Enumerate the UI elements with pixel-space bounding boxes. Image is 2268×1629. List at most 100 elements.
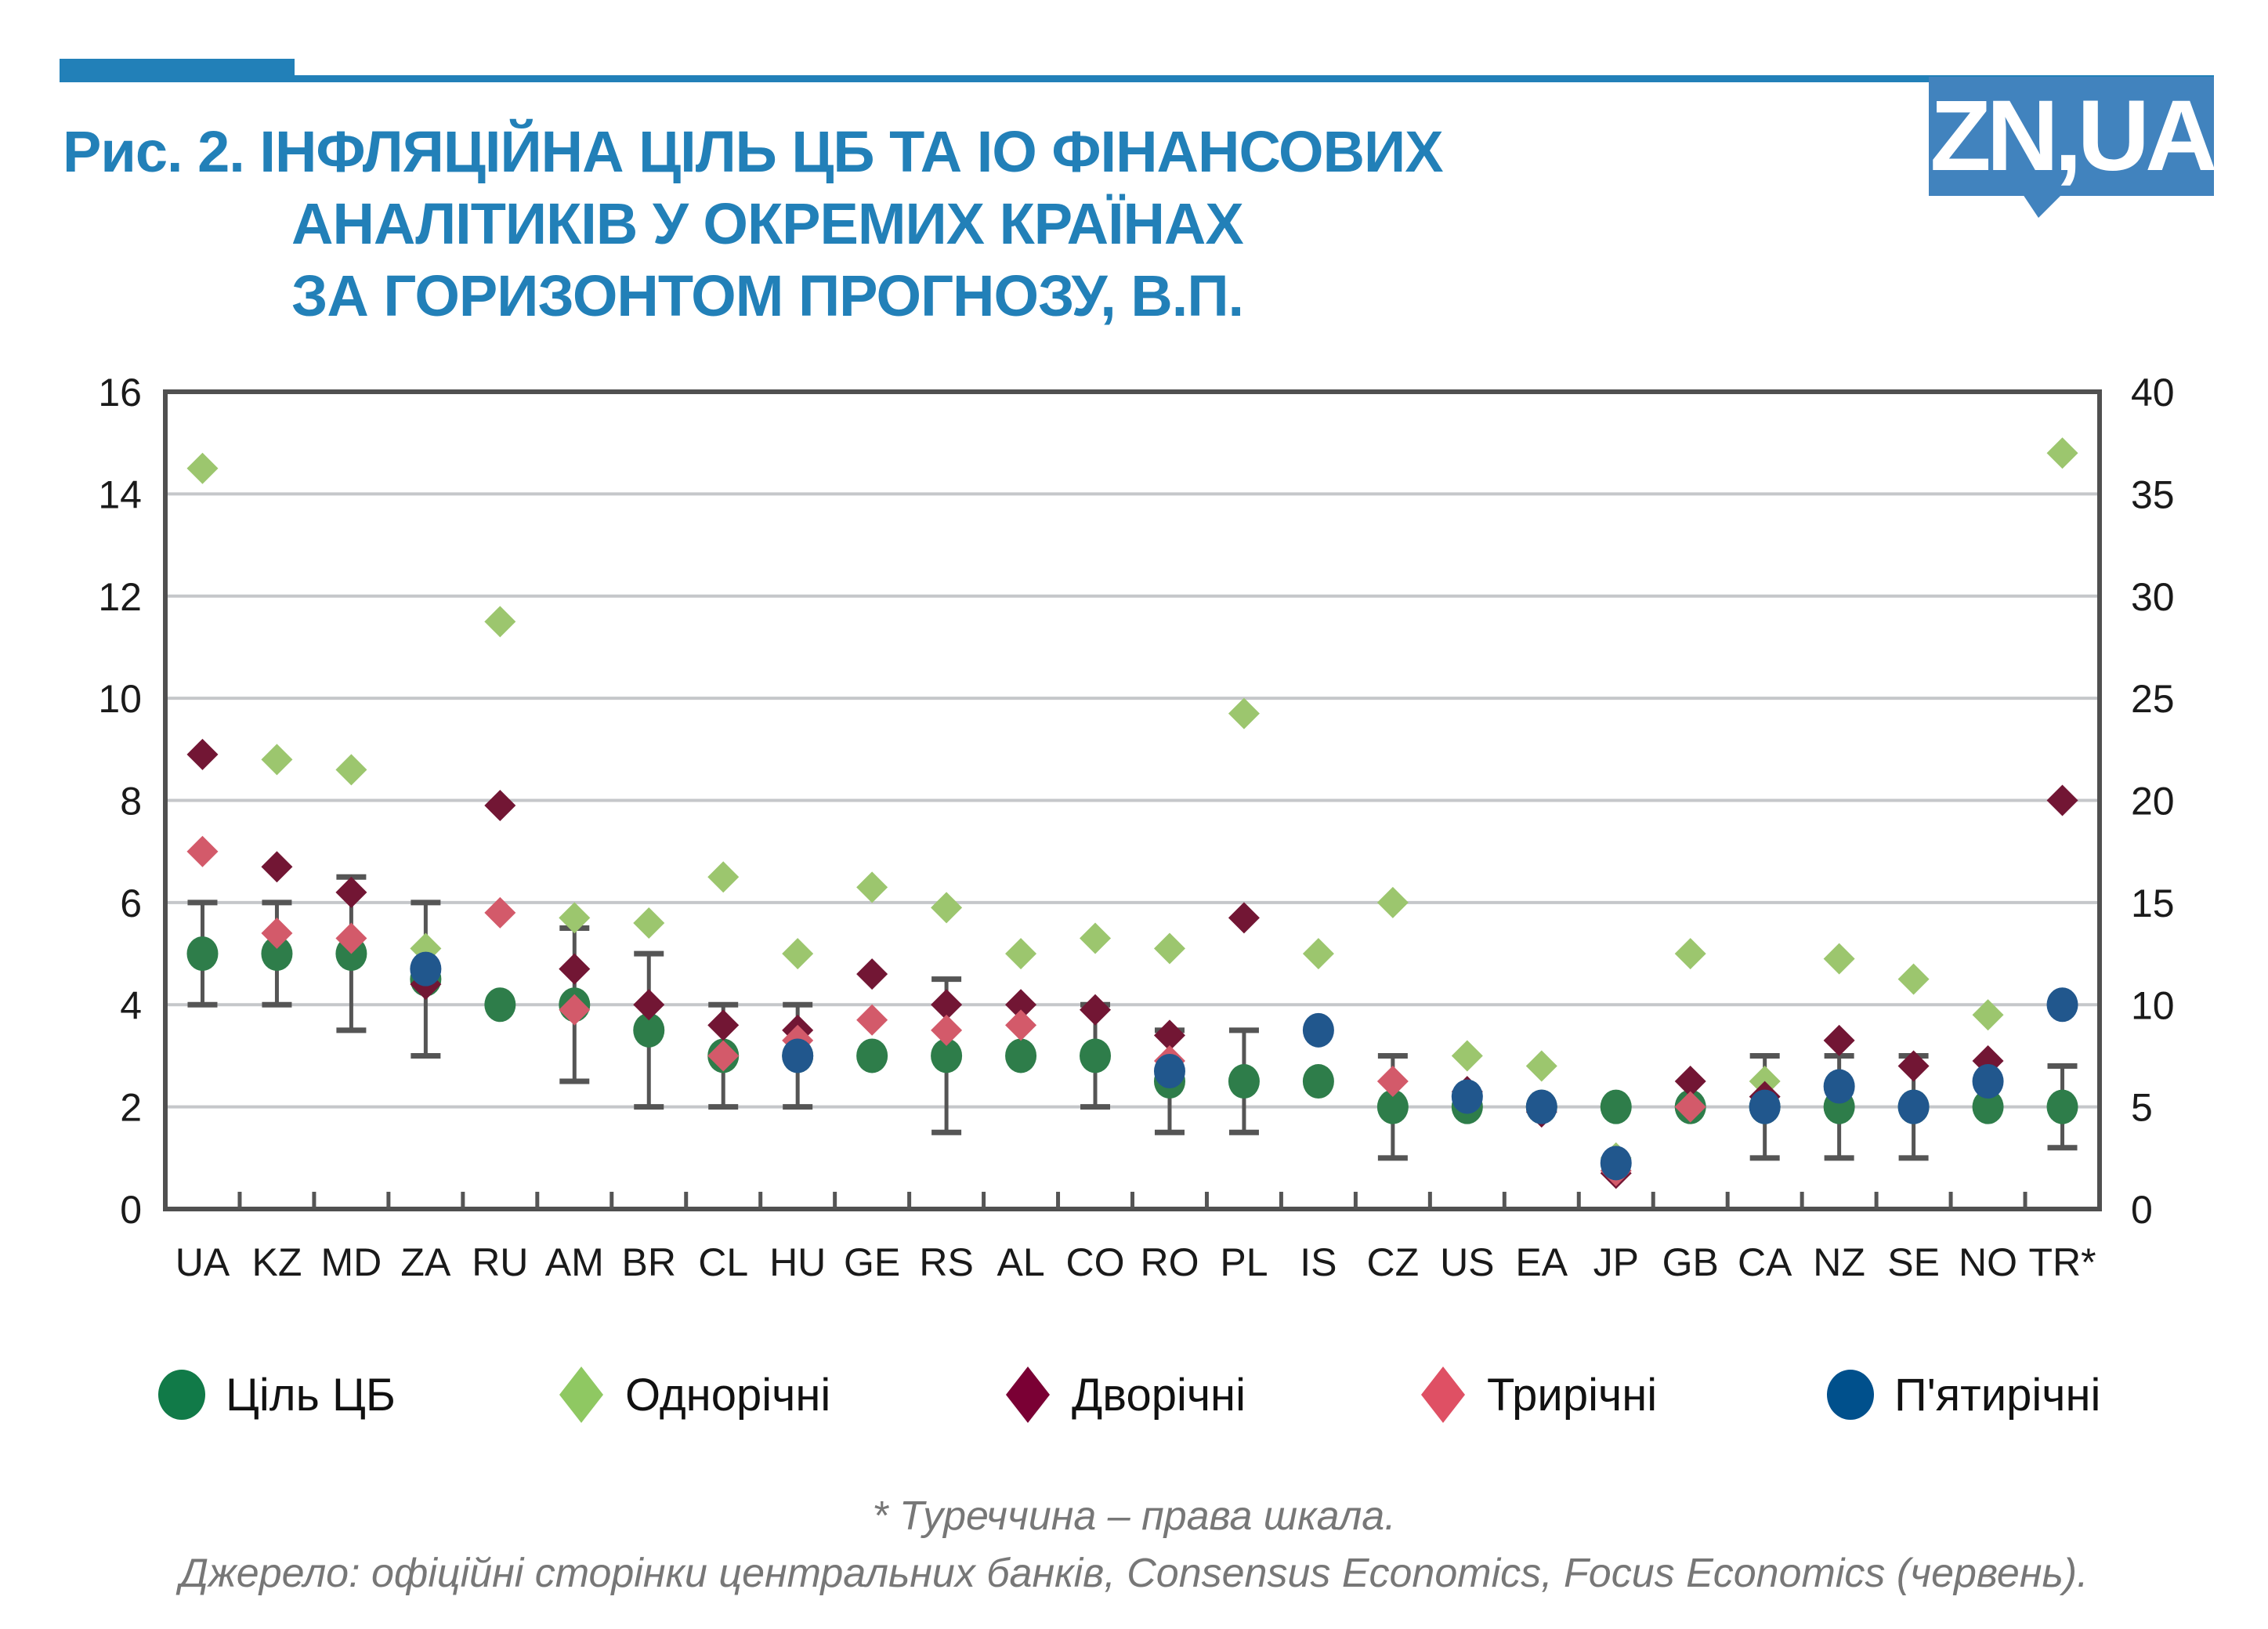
point-diamond-дворічні — [1674, 1066, 1706, 1098]
legend-marker — [1006, 1367, 1050, 1423]
point-diamond-дворічні — [931, 989, 963, 1021]
x-tick-label: EA — [1515, 1240, 1568, 1284]
title-line-1: Рис. 2. ІНФЛЯЦІЙНА ЦІЛЬ ЦБ ТА ІО ФІНАНСО… — [63, 119, 1444, 184]
point-diamond-однорічні — [931, 892, 963, 924]
diamond-marker-icon — [1006, 1367, 1050, 1423]
title-line-2: АНАЛІТИКІВ У ОКРЕМИХ КРАЇНАХ — [291, 191, 1244, 256]
point-circle-ціль-цб — [856, 1038, 888, 1073]
point-diamond-дворічні — [335, 876, 367, 908]
x-tick-label: AM — [545, 1240, 604, 1284]
x-tick-label: RU — [472, 1240, 528, 1284]
point-diamond-однорічні — [1897, 963, 1930, 995]
point-diamond-дворічні — [484, 790, 516, 822]
y2-tick-label: 30 — [2131, 575, 2175, 619]
point-diamond-трирічні — [559, 994, 591, 1026]
footnote-source: Джерело: офіційні сторінки центральних б… — [179, 1551, 2089, 1596]
point-circle-ціль-цб — [1228, 1064, 1260, 1099]
x-tick-label: NZ — [1813, 1240, 1865, 1284]
point-circle-ціль-цб — [1080, 1038, 1112, 1073]
x-tick-label: GB — [1662, 1240, 1719, 1284]
x-tick-label: NO — [1959, 1240, 2017, 1284]
y2-tick-label: 40 — [2131, 371, 2175, 414]
x-tick-label: RO — [1140, 1240, 1199, 1284]
point-diamond-дворічні — [559, 953, 591, 985]
legend-item-5y: П'ятирічні — [1825, 1363, 2100, 1426]
point-diamond-дворічні — [633, 989, 665, 1021]
point-diamond-однорічні — [1376, 886, 1409, 918]
x-tick-label: SE — [1887, 1240, 1940, 1284]
point-diamond-дворічні — [261, 851, 293, 883]
y-tick-label: 4 — [120, 983, 142, 1027]
chart-title: Рис. 2. ІНФЛЯЦІЙНА ЦІЛЬ ЦБ ТА ІО ФІНАНСО… — [63, 116, 1444, 332]
legend-label: Однорічні — [625, 1369, 831, 1421]
y2-tick-label: 10 — [2131, 983, 2175, 1027]
point-diamond-однорічні — [707, 861, 740, 893]
legend-item-1y: Однорічні — [556, 1363, 830, 1426]
x-tick-label: IS — [1300, 1240, 1337, 1284]
x-tick-label: RS — [919, 1240, 973, 1284]
point-diamond-однорічні — [1451, 1040, 1483, 1072]
diamond-marker-icon — [1421, 1367, 1465, 1423]
legend-item-3y: Трирічні — [1418, 1363, 1657, 1426]
point-diamond-однорічні — [2046, 437, 2078, 469]
logo-speech-tail — [2023, 194, 2062, 218]
point-diamond-трирічні — [1376, 1066, 1409, 1098]
point-diamond-дворічні — [1823, 1024, 1855, 1056]
y-tick-label: 2 — [120, 1086, 142, 1130]
point-circle-ціль-цб — [1972, 1089, 2004, 1124]
circle-marker-icon — [1827, 1370, 1874, 1420]
chart-svg: 0 2 4 6 8 10 12 14 16 0 5 10 15 20 25 30 35 40 UA KZ MD ZA R… — [98, 371, 2175, 1284]
point-circle-п-ятирічні — [1525, 1089, 1557, 1124]
point-circle-ціль-цб — [186, 936, 219, 972]
gridlines — [165, 492, 2100, 1109]
point-diamond-дворічні — [186, 738, 219, 770]
title-line-3: ЗА ГОРИЗОНТОМ ПРОГНОЗУ, В.П. — [291, 263, 1244, 328]
y-tick-label: 14 — [98, 472, 142, 516]
footnote-turkey-scale: * Туреччина – права шкала. — [872, 1493, 1396, 1539]
point-diamond-дворічні — [1080, 994, 1112, 1026]
x-tick-label: PL — [1220, 1240, 1268, 1284]
point-diamond-трирічні — [1674, 1091, 1706, 1123]
legend-item-2y: Дворічні — [1003, 1363, 1246, 1426]
y-axis-left-labels: 0 2 4 6 8 10 12 14 16 — [98, 371, 142, 1232]
point-circle-ціль-цб — [261, 936, 293, 972]
y2-tick-label: 15 — [2131, 881, 2175, 925]
legend-marker — [1421, 1367, 1465, 1423]
y-tick-label: 10 — [98, 677, 142, 721]
x-tick-label: BR — [622, 1240, 676, 1284]
point-diamond-дворічні — [1228, 902, 1260, 934]
x-tick-label: ZA — [400, 1240, 451, 1284]
point-diamond-трирічні — [261, 917, 293, 949]
x-tick-label: CA — [1738, 1240, 1792, 1284]
point-circle-п-ятирічні — [782, 1038, 814, 1073]
point-diamond-дворічні — [856, 958, 888, 990]
point-diamond-однорічні — [559, 902, 591, 934]
x-tick-label: CO — [1066, 1240, 1125, 1284]
legend-label: Ціль ЦБ — [226, 1369, 396, 1421]
point-circle-ціль-цб — [1600, 1089, 1632, 1124]
x-tick-label: HU — [769, 1240, 826, 1284]
x-axis-labels: UA KZ MD ZA RU AM BR CL HU GE RS AL CO RO PL IS CZ US EA JP… — [175, 1240, 2096, 1284]
point-circle-п-ятирічні — [1972, 1064, 2004, 1099]
point-circle-п-ятирічні — [1823, 1069, 1855, 1104]
point-circle-п-ятирічні — [1153, 1053, 1185, 1088]
legend-label: Дворічні — [1072, 1369, 1246, 1421]
point-circle-ціль-цб — [633, 1012, 665, 1048]
point-circle-ціль-цб — [1005, 1038, 1037, 1073]
point-diamond-однорічні — [1080, 922, 1112, 954]
point-circle-п-ятирічні — [1600, 1146, 1632, 1181]
point-circle-п-ятирічні — [2046, 987, 2078, 1023]
point-diamond-однорічні — [633, 907, 665, 939]
point-diamond-однорічні — [1674, 938, 1706, 970]
diamond-marker-icon — [559, 1367, 603, 1423]
point-diamond-трирічні — [707, 1040, 740, 1072]
point-diamond-однорічні — [335, 754, 367, 786]
point-diamond-трирічні — [856, 1004, 888, 1036]
point-diamond-трирічні — [931, 1014, 963, 1046]
point-circle-ціль-цб — [931, 1038, 963, 1073]
legend: Ціль ЦБ Однорічні Дворічні Трирічні П'ят… — [157, 1363, 2162, 1426]
data-points — [186, 437, 2078, 1189]
x-tick-label: TR* — [2028, 1240, 2096, 1284]
point-circle-п-ятирічні — [410, 951, 442, 986]
y2-tick-label: 0 — [2131, 1188, 2153, 1232]
